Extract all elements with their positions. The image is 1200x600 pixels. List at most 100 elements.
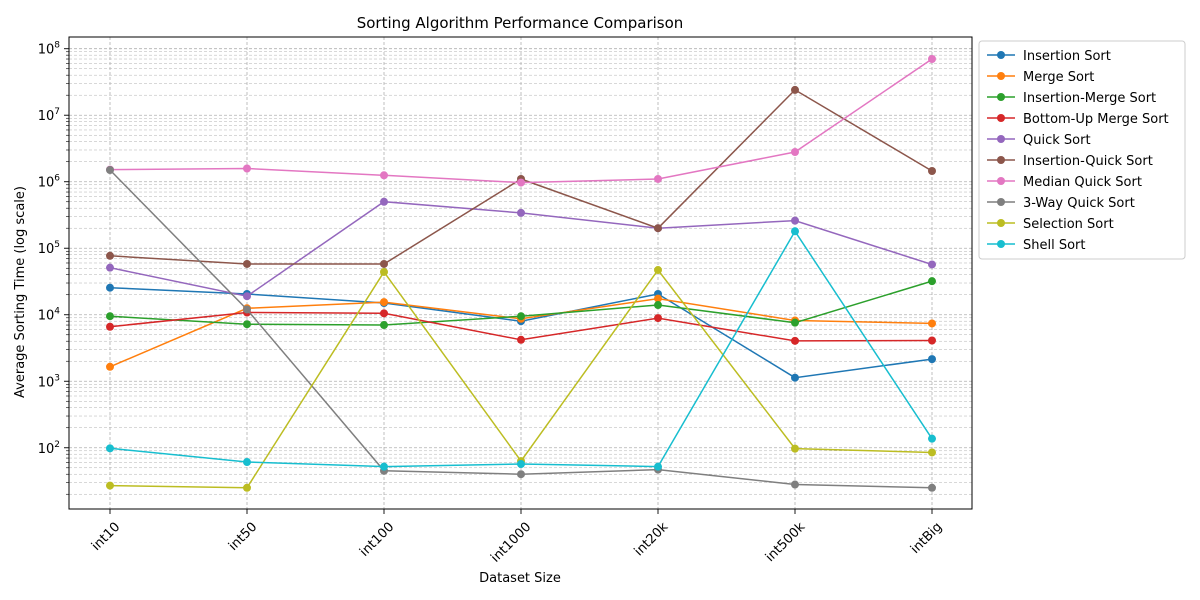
y-tick-label: 106 — [38, 174, 61, 191]
data-point-merge-sort — [106, 362, 114, 371]
data-point-bottom-up-merge-sort — [517, 335, 525, 344]
plot-frame — [68, 36, 973, 510]
legend-swatch-marker — [997, 72, 1005, 80]
data-point-bottom-up-merge-sort — [106, 322, 114, 331]
y-tick-label: 105 — [38, 240, 60, 257]
data-point-insertion-merge-sort — [106, 312, 114, 321]
data-point-3-way-quick-sort — [106, 166, 114, 175]
chart-title: Sorting Algorithm Performance Comparison — [357, 14, 684, 32]
legend: Insertion Sort Merge Sort Insertion-Merge … — [978, 40, 1186, 260]
data-point-insertion-quick-sort — [791, 85, 799, 94]
data-point-insertion-quick-sort — [928, 166, 936, 175]
x-axis-title: Dataset Size — [479, 571, 561, 586]
y-tick-label: 104 — [38, 307, 61, 324]
data-point-insertion-merge-sort — [517, 312, 525, 321]
data-point-shell-sort — [517, 459, 525, 468]
data-point-merge-sort — [654, 294, 662, 303]
legend-label: Insertion Sort — [1023, 49, 1111, 64]
data-point-3-way-quick-sort — [928, 483, 936, 492]
data-point-insertion-merge-sort — [654, 301, 662, 310]
series-insertion-merge-sort — [106, 277, 936, 330]
data-point-bottom-up-merge-sort — [654, 314, 662, 323]
data-point-bottom-up-merge-sort — [791, 336, 799, 345]
data-point-median-quick-sort — [928, 55, 936, 64]
data-point-selection-sort — [928, 448, 936, 457]
data-point-shell-sort — [380, 462, 388, 471]
legend-label: Bottom-Up Merge Sort — [1023, 112, 1169, 127]
data-point-insertion-merge-sort — [380, 321, 388, 330]
data-point-median-quick-sort — [517, 178, 525, 187]
y-tick-label: 102 — [38, 440, 60, 457]
legend-label: Insertion-Quick Sort — [1023, 154, 1153, 169]
legend-item-merge-sort: Merge Sort — [987, 70, 1094, 85]
legend-label: Quick Sort — [1023, 133, 1091, 148]
data-point-selection-sort — [791, 444, 799, 453]
legend-swatch-marker — [997, 198, 1005, 206]
data-point-insertion-quick-sort — [106, 251, 114, 260]
legend-label: Shell Sort — [1023, 238, 1086, 253]
data-point-quick-sort — [243, 292, 251, 301]
data-point-merge-sort — [928, 319, 936, 328]
data-point-selection-sort — [654, 266, 662, 275]
legend-item-3-way-quick-sort: 3-Way Quick Sort — [987, 196, 1135, 211]
data-point-insertion-merge-sort — [243, 320, 251, 329]
data-point-quick-sort — [106, 263, 114, 272]
data-point-3-way-quick-sort — [517, 470, 525, 479]
data-point-selection-sort — [106, 481, 114, 490]
legend-label: Median Quick Sort — [1023, 175, 1142, 190]
series-median-quick-sort — [106, 55, 936, 187]
legend-label: Merge Sort — [1023, 70, 1094, 85]
data-point-insertion-quick-sort — [243, 259, 251, 268]
legend-item-quick-sort: Quick Sort — [987, 133, 1091, 148]
legend-item-insertion-merge-sort: Insertion-Merge Sort — [987, 91, 1156, 106]
legend-swatch-marker — [997, 156, 1005, 164]
data-point-quick-sort — [928, 260, 936, 269]
y-tick-label: 107 — [38, 107, 60, 124]
data-point-insertion-sort — [106, 283, 114, 292]
legend-item-median-quick-sort: Median Quick Sort — [987, 175, 1142, 190]
data-point-insertion-sort — [791, 373, 799, 382]
data-point-insertion-merge-sort — [791, 318, 799, 327]
data-point-shell-sort — [928, 434, 936, 443]
legend-label: 3-Way Quick Sort — [1023, 196, 1135, 211]
data-point-shell-sort — [243, 458, 251, 467]
data-point-bottom-up-merge-sort — [380, 309, 388, 318]
legend-swatch-marker — [997, 219, 1005, 227]
data-point-median-quick-sort — [791, 147, 799, 156]
data-point-insertion-quick-sort — [380, 259, 388, 268]
legend-swatch-marker — [997, 135, 1005, 143]
legend-item-insertion-quick-sort: Insertion-Quick Sort — [987, 154, 1153, 169]
legend-box — [978, 40, 1186, 260]
legend-item-bottom-up-merge-sort: Bottom-Up Merge Sort — [987, 112, 1169, 127]
data-point-insertion-sort — [928, 355, 936, 364]
data-point-3-way-quick-sort — [791, 480, 799, 489]
legend-swatch-marker — [997, 177, 1005, 185]
series-layer — [106, 55, 936, 492]
series-3-way-quick-sort — [106, 166, 936, 492]
y-axis-title: Average Sorting Time (log scale) — [13, 186, 28, 398]
legend-swatch-marker — [997, 240, 1005, 248]
data-point-3-way-quick-sort — [243, 305, 251, 314]
data-point-selection-sort — [243, 483, 251, 492]
data-point-shell-sort — [654, 462, 662, 471]
data-point-insertion-quick-sort — [654, 224, 662, 233]
data-point-bottom-up-merge-sort — [928, 336, 936, 345]
legend-swatch-marker — [997, 114, 1005, 122]
data-point-median-quick-sort — [654, 174, 662, 183]
y-tick-label: 108 — [38, 41, 61, 58]
data-point-quick-sort — [517, 208, 525, 217]
series-shell-sort — [106, 227, 936, 471]
data-point-median-quick-sort — [380, 171, 388, 180]
data-point-shell-sort — [106, 444, 114, 453]
legend-swatch-marker — [997, 93, 1005, 101]
data-point-shell-sort — [791, 227, 799, 236]
legend-label: Selection Sort — [1023, 217, 1114, 232]
legend-item-shell-sort: Shell Sort — [987, 238, 1086, 253]
legend-swatch-marker — [997, 51, 1005, 59]
grid — [69, 37, 972, 509]
data-point-median-quick-sort — [243, 164, 251, 173]
data-point-insertion-merge-sort — [928, 277, 936, 286]
data-point-quick-sort — [791, 216, 799, 225]
legend-item-selection-sort: Selection Sort — [987, 217, 1114, 232]
